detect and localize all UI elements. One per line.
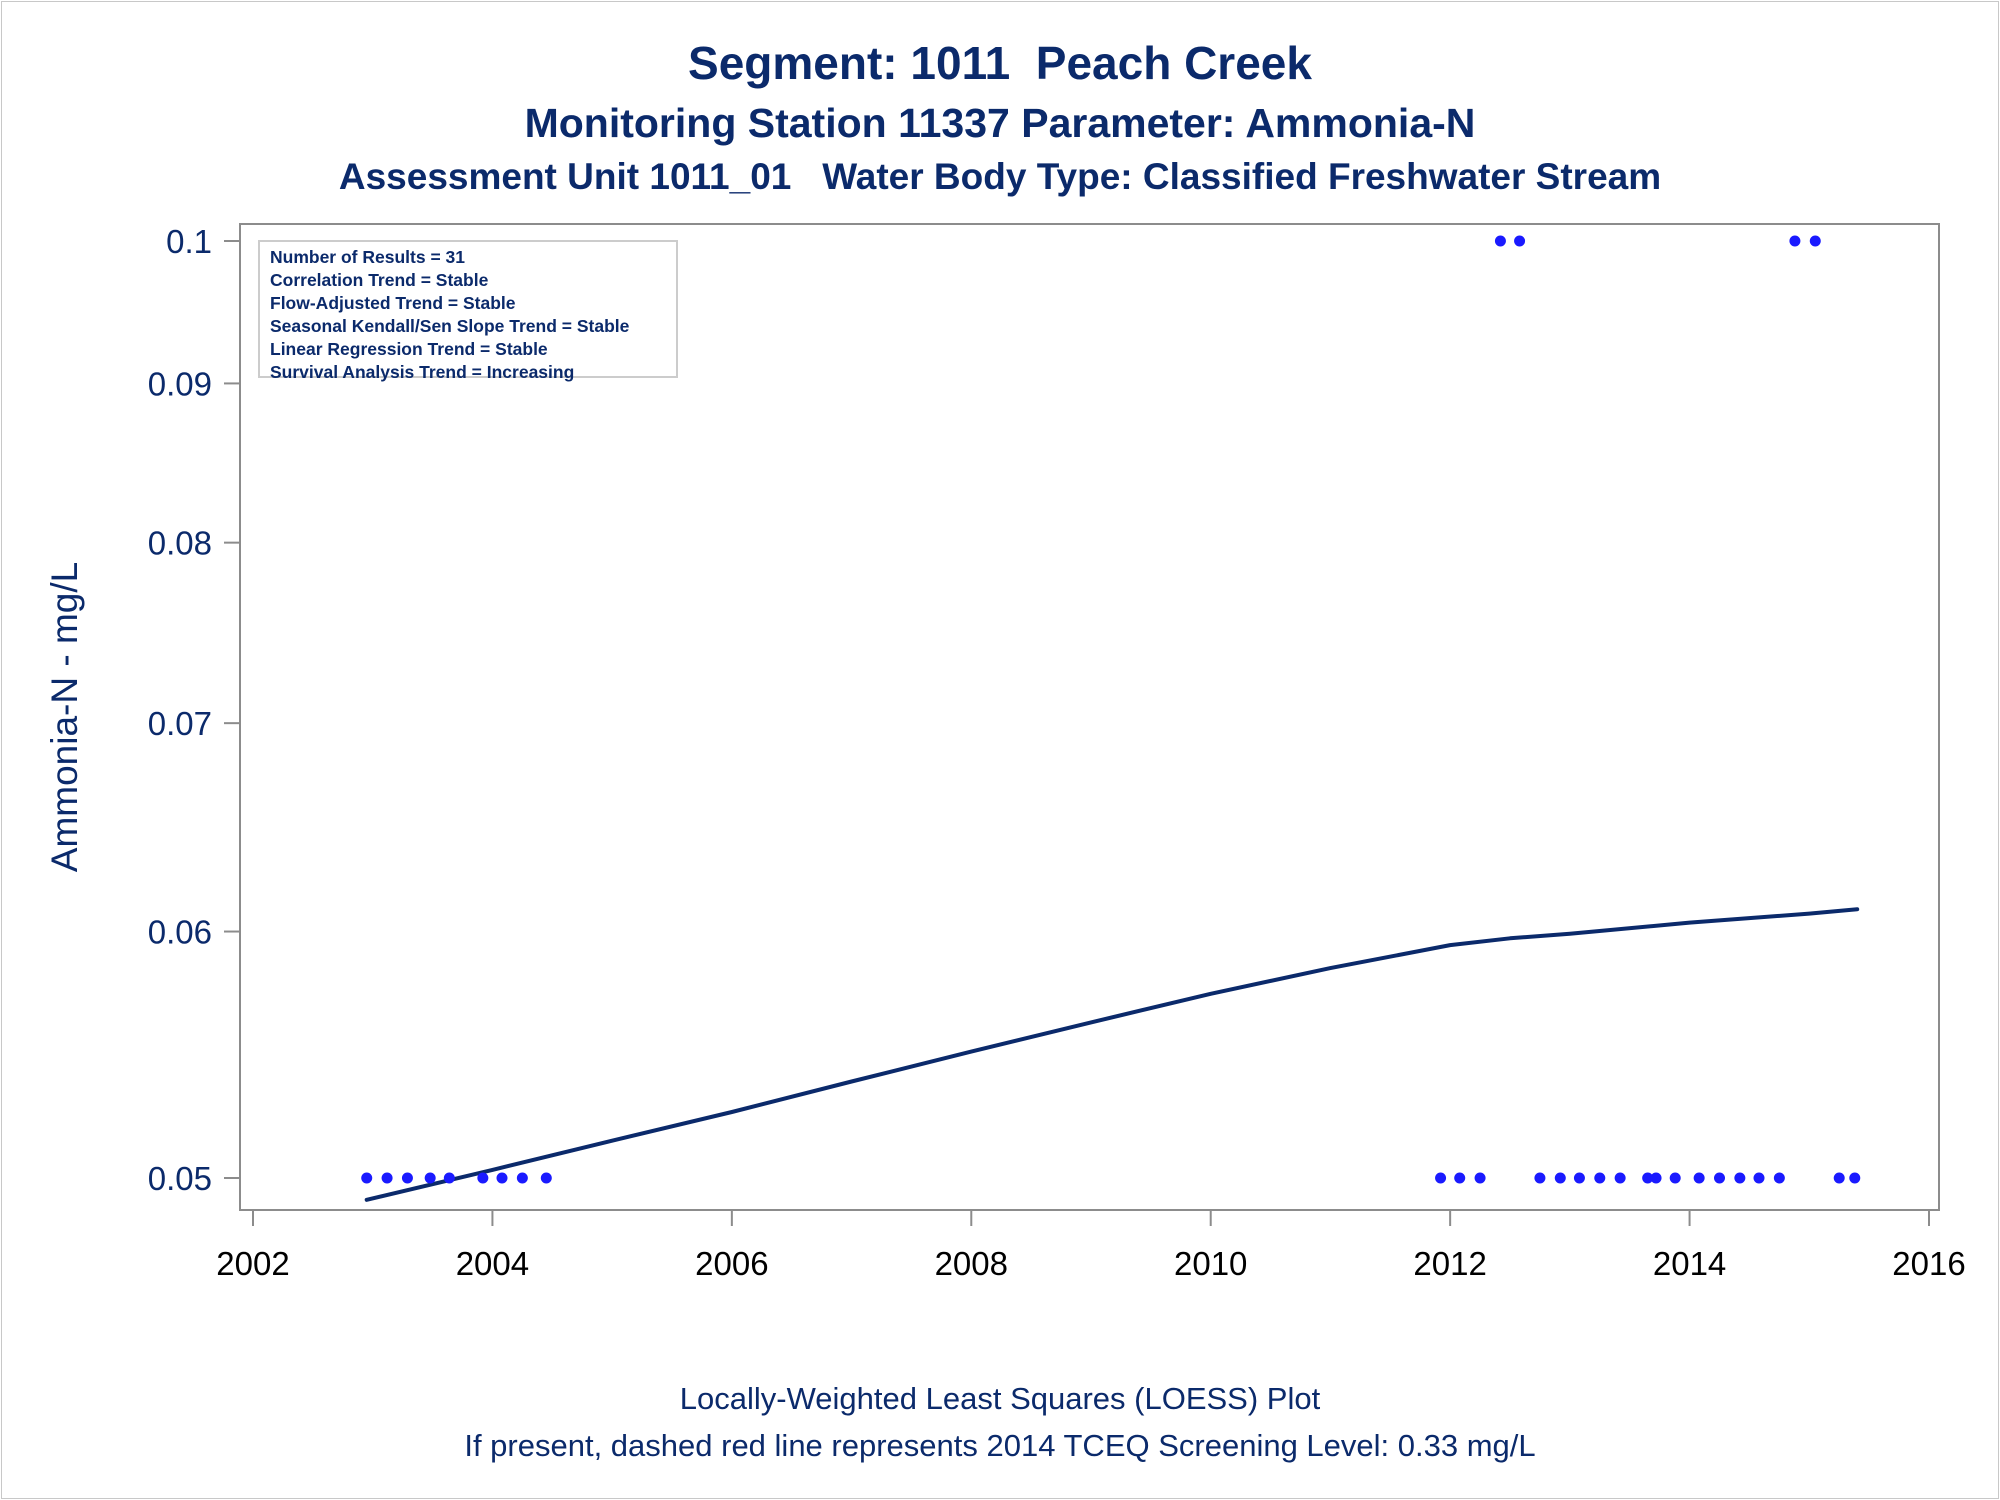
data-point xyxy=(1494,235,1506,247)
data-point xyxy=(477,1172,489,1184)
data-point xyxy=(1454,1172,1466,1184)
chart-subtitle-assessment: Assessment Unit 1011_01 Water Body Type:… xyxy=(338,156,1662,197)
loess-line xyxy=(364,907,1860,1202)
data-point xyxy=(1594,1172,1606,1184)
y-tick-label: 0.09 xyxy=(148,365,212,402)
x-tick-label: 2016 xyxy=(1892,1245,1965,1282)
x-tick-label: 2010 xyxy=(1174,1245,1247,1282)
data-point xyxy=(1809,235,1821,247)
data-point xyxy=(1849,1172,1861,1184)
data-point xyxy=(1734,1172,1746,1184)
plot-area-frame xyxy=(239,223,1940,1211)
data-point xyxy=(1614,1172,1626,1184)
legend-survival-analysis-trend: Survival Analysis Trend = Increasing xyxy=(270,362,575,382)
legend-seasonal-kendall-trend: Seasonal Kendall/Sen Slope Trend = Stabl… xyxy=(270,316,630,336)
scatter-points-group xyxy=(361,235,1861,1184)
data-point xyxy=(1789,235,1801,247)
data-point xyxy=(1435,1172,1447,1184)
loess-line-group xyxy=(364,907,1860,1202)
data-point xyxy=(1514,235,1526,247)
legend-correlation-trend: Correlation Trend = Stable xyxy=(270,270,489,290)
legend-number-of-results: Number of Results = 31 xyxy=(270,247,465,267)
data-point xyxy=(424,1172,436,1184)
data-point xyxy=(1554,1172,1566,1184)
legend-flow-adjusted-trend: Flow-Adjusted Trend = Stable xyxy=(270,293,516,313)
data-point xyxy=(1669,1172,1681,1184)
x-tick-label: 2014 xyxy=(1653,1245,1726,1282)
legend-linear-regression-trend: Linear Regression Trend = Stable xyxy=(270,339,548,359)
data-point xyxy=(1650,1172,1662,1184)
y-axis: 0.05 0.06 0.07 0.08 0.09 0.1 xyxy=(148,223,240,1197)
data-point xyxy=(381,1172,393,1184)
chart-title: Segment: 1011 Peach Creek xyxy=(688,37,1312,89)
legend-box: Number of Results = 31 Correlation Trend… xyxy=(258,240,678,382)
data-point xyxy=(1642,1172,1654,1184)
y-tick-label: 0.08 xyxy=(148,525,212,562)
x-tick-label: 2012 xyxy=(1413,1245,1486,1282)
footnote-loess: Locally-Weighted Least Squares (LOESS) P… xyxy=(679,1381,1321,1416)
data-point xyxy=(401,1172,413,1184)
data-point xyxy=(1753,1172,1765,1184)
data-point xyxy=(443,1172,455,1184)
x-tick-label: 2002 xyxy=(216,1245,289,1282)
data-point xyxy=(1714,1172,1725,1184)
y-tick-label: 0.1 xyxy=(166,223,212,260)
x-tick-label: 2004 xyxy=(456,1245,529,1282)
y-tick-label: 0.06 xyxy=(148,914,212,951)
footnote-screening-level: If present, dashed red line represents 2… xyxy=(464,1428,1536,1463)
data-point xyxy=(540,1172,552,1184)
x-tick-label: 2008 xyxy=(935,1245,1008,1282)
data-point xyxy=(516,1172,528,1184)
data-point xyxy=(1833,1172,1845,1184)
chart-subtitle-station: Monitoring Station 11337 Parameter: Ammo… xyxy=(524,100,1476,146)
data-point xyxy=(1474,1172,1486,1184)
y-tick-label: 0.05 xyxy=(148,1160,212,1197)
x-axis: 2002 2004 2006 2008 2010 2012 2014 2016 xyxy=(216,1210,1966,1282)
x-tick-label: 2006 xyxy=(695,1245,768,1282)
data-point xyxy=(1773,1172,1785,1184)
data-point xyxy=(1573,1172,1585,1184)
data-point xyxy=(361,1172,373,1184)
data-point xyxy=(1693,1172,1705,1184)
y-tick-label: 0.07 xyxy=(148,705,212,742)
y-axis-label: Ammonia-N - mg/L xyxy=(44,562,85,872)
data-point xyxy=(1534,1172,1546,1184)
data-point xyxy=(496,1172,508,1184)
